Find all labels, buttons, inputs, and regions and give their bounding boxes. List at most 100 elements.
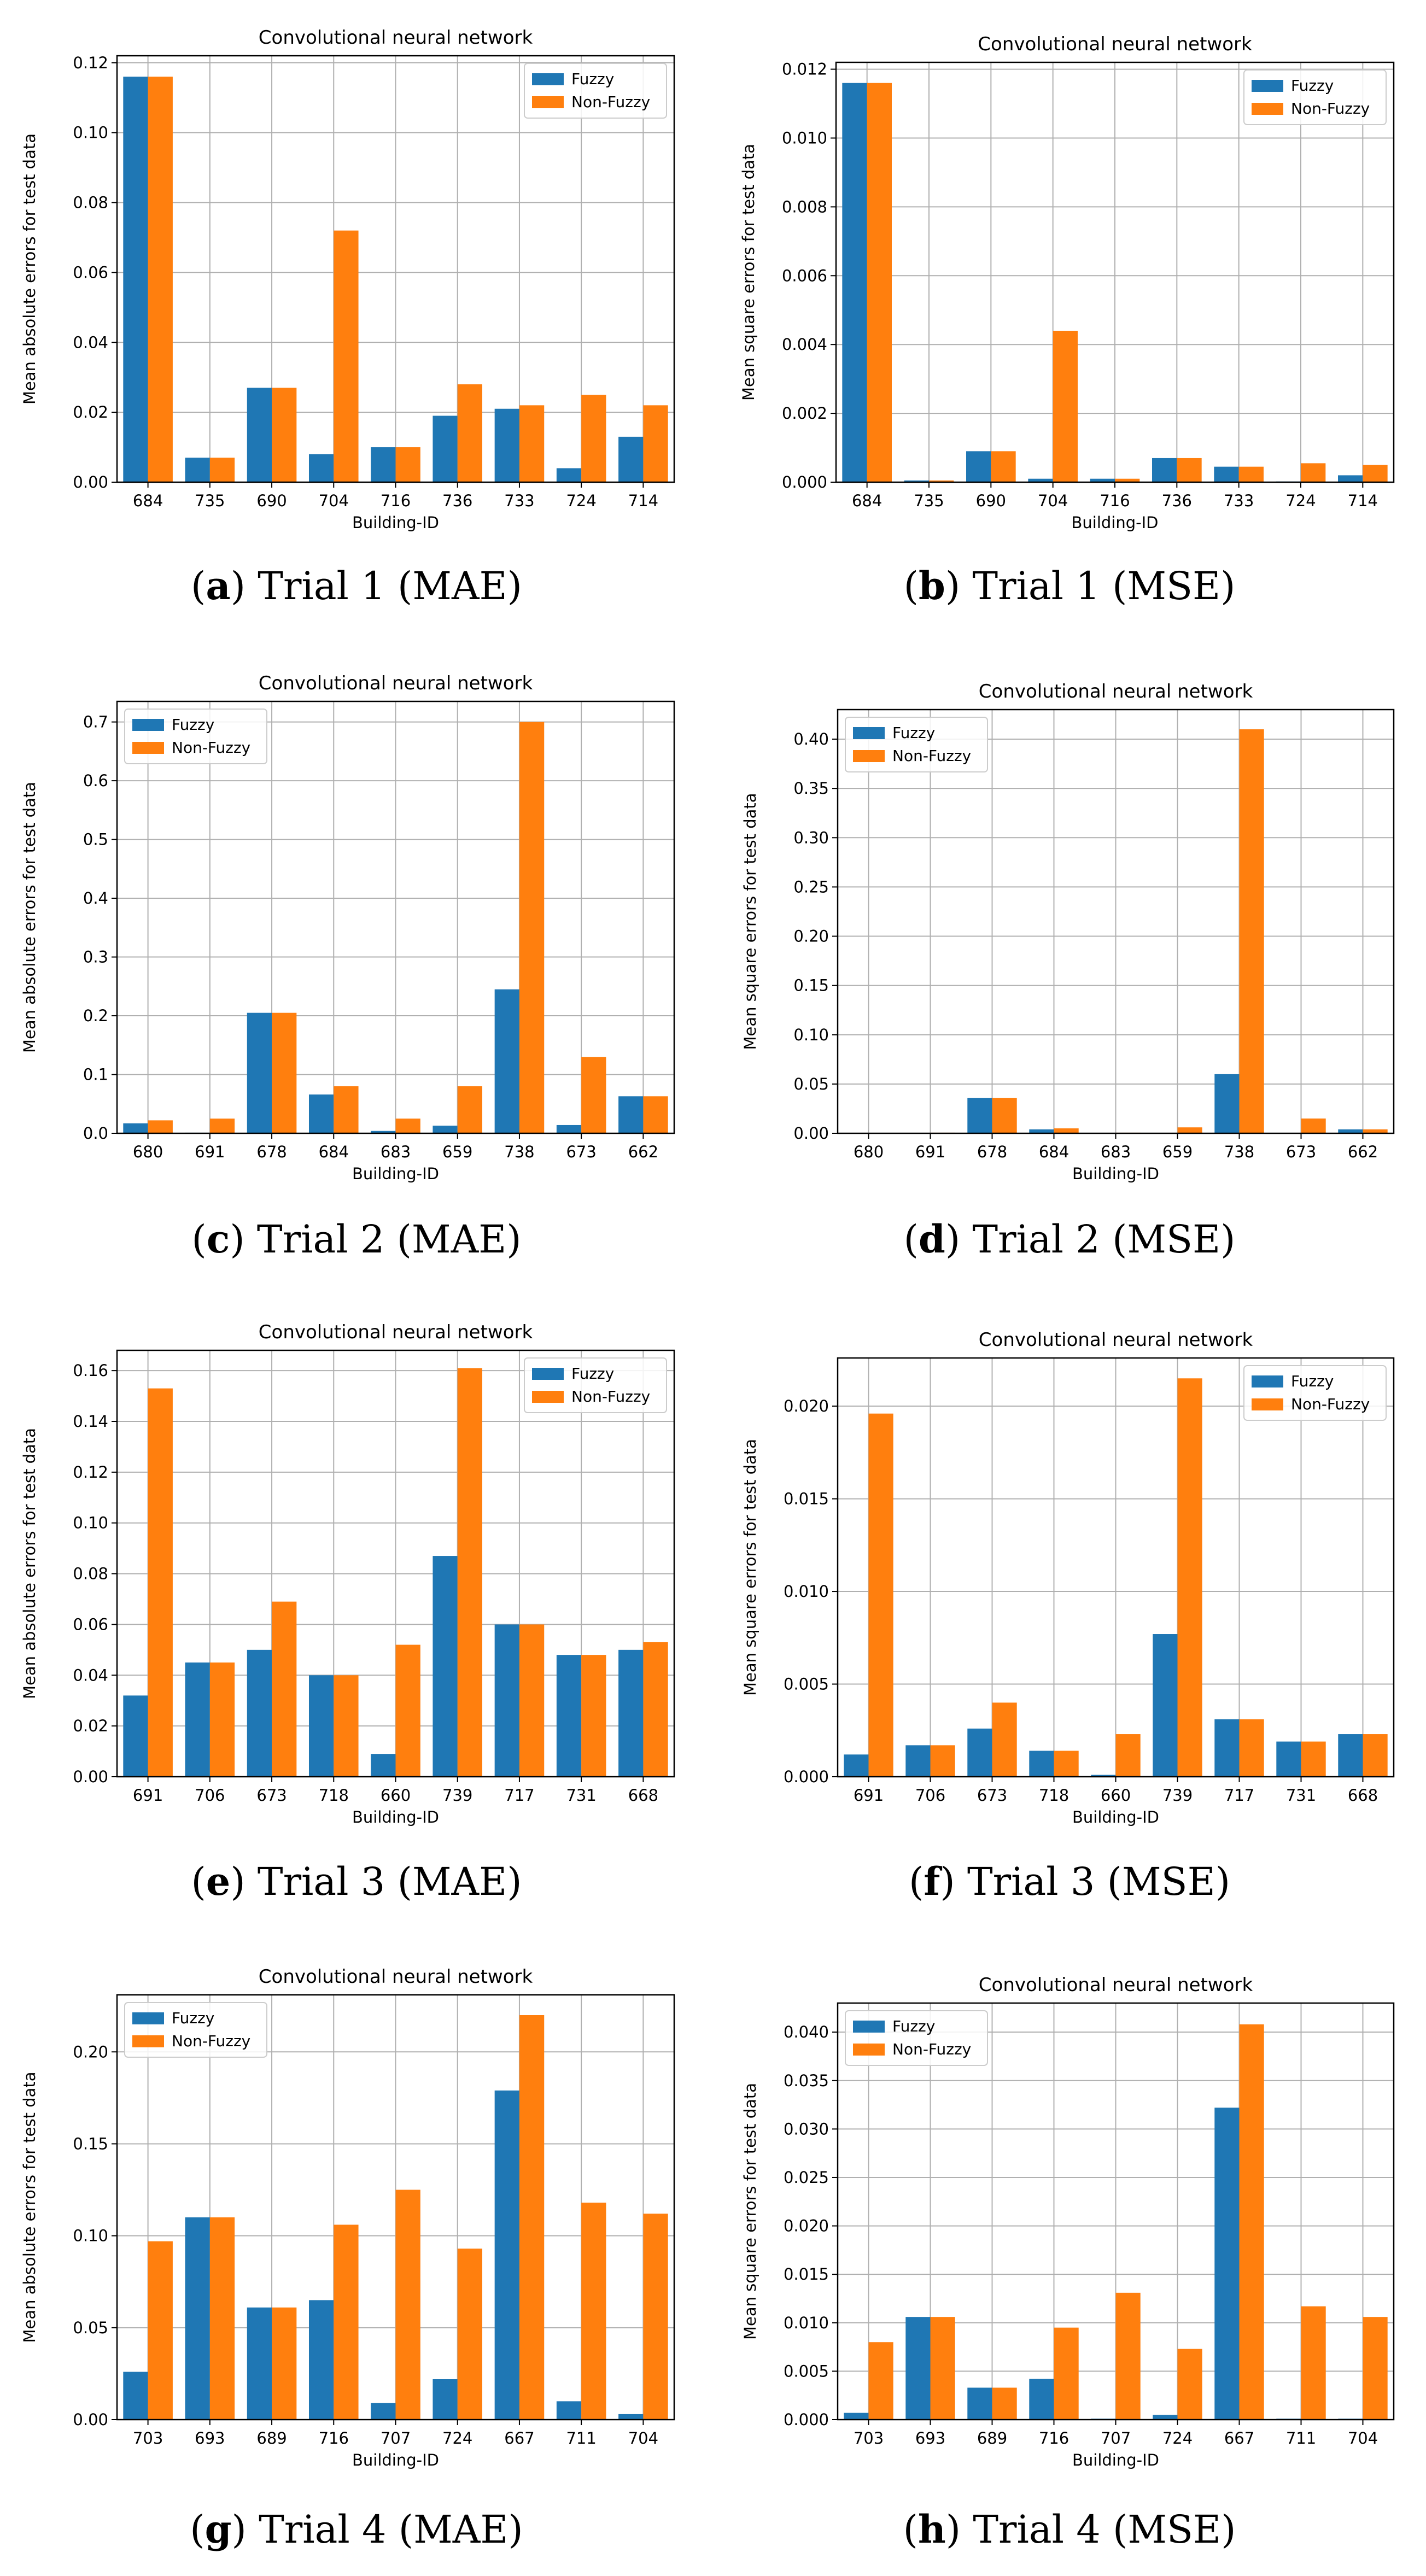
bar-nonfuzzy-693 <box>209 2217 235 2420</box>
bar-nonfuzzy-693 <box>930 2317 955 2420</box>
bar-nonfuzzy-733 <box>1238 466 1264 482</box>
caption-c: (c) Trial 2 (MAE) <box>191 1216 522 1262</box>
y-tick-label: 0.06 <box>73 1615 108 1634</box>
chart-title: Convolutional neural network <box>979 681 1253 702</box>
chart-b-trial1-mse: Convolutional neural network 684 735 690 704… <box>739 33 1395 532</box>
bar-nonfuzzy-707 <box>1115 2292 1141 2420</box>
bar-nonfuzzy-717 <box>519 1624 545 1777</box>
bar-nonfuzzy-724 <box>1177 2349 1202 2420</box>
x-tick-label: 659 <box>442 1143 472 1161</box>
bar-nonfuzzy-733 <box>519 405 545 482</box>
y-tick-label: 0.30 <box>793 828 829 847</box>
bar-fuzzy-718 <box>308 1675 334 1777</box>
bar-nonfuzzy-673 <box>581 1057 606 1133</box>
legend-swatch-fuzzy <box>532 73 564 85</box>
x-tick-label: 731 <box>566 1786 596 1805</box>
bar-nonfuzzy-680 <box>148 1120 173 1133</box>
x-tick-label: 691 <box>854 1786 884 1805</box>
x-tick-label: 673 <box>1286 1143 1316 1161</box>
chart-g-trial4-mae: Convolutional neural network 703 693 689 716… <box>20 1966 675 2469</box>
bar-nonfuzzy-731 <box>1301 1741 1326 1777</box>
y-tick-label: 0.3 <box>83 948 108 967</box>
bar-nonfuzzy-659 <box>457 1086 483 1133</box>
y-tick-label: 0.10 <box>73 1514 108 1532</box>
bar-nonfuzzy-711 <box>1301 2306 1326 2420</box>
y-tick-label: 0.35 <box>793 779 829 798</box>
x-tick-label: 707 <box>1101 2429 1131 2448</box>
y-tick-label: 0.015 <box>784 1490 829 1508</box>
x-tick-label: 690 <box>256 491 287 510</box>
legend-label-fuzzy: Fuzzy <box>1291 77 1334 95</box>
bar-nonfuzzy-703 <box>148 2241 173 2420</box>
bar-fuzzy-704 <box>618 2414 644 2420</box>
x-tick-label: 714 <box>1348 491 1378 510</box>
chart-d-trial2-mse: Convolutional neural network 680 691 678 684… <box>741 681 1395 1183</box>
bar-fuzzy-731 <box>1276 1741 1301 1777</box>
chart-e-trial3-mae: Convolutional neural network 691 706 673 718… <box>20 1321 675 1826</box>
x-tick-label: 716 <box>319 2429 349 2448</box>
legend-swatch-nonfuzzy <box>532 1391 564 1403</box>
bar-fuzzy-689 <box>967 2387 992 2420</box>
y-tick-label: 0.005 <box>784 1675 829 1694</box>
legend-label-nonfuzzy: Non-Fuzzy <box>892 2040 971 2058</box>
x-tick-label: 733 <box>504 491 534 510</box>
y-tick-label: 0.015 <box>784 2265 829 2284</box>
bar-nonfuzzy-724 <box>1301 463 1326 482</box>
bar-fuzzy-690 <box>966 451 991 482</box>
x-tick-label: 678 <box>256 1143 287 1161</box>
x-tick-label: 683 <box>381 1143 411 1161</box>
x-axis-label: Building-ID <box>352 1808 439 1826</box>
y-tick-label: 0.10 <box>73 124 108 142</box>
y-tick-label: 0.035 <box>784 2071 829 2090</box>
bar-fuzzy-683 <box>371 1131 396 1133</box>
chart-title: Convolutional neural network <box>979 1329 1253 1351</box>
legend-label-nonfuzzy: Non-Fuzzy <box>571 93 650 111</box>
x-axis-label: Building-ID <box>352 2451 439 2469</box>
bar-nonfuzzy-678 <box>992 1098 1017 1133</box>
bar-nonfuzzy-704 <box>1053 331 1078 482</box>
chart-h-trial4-mse: Convolutional neural network 703 693 689 716… <box>741 1974 1395 2469</box>
y-axis-label: Mean absolute errors for test data <box>20 1428 39 1699</box>
x-tick-label: 684 <box>319 1143 349 1161</box>
legend-swatch-nonfuzzy <box>853 750 885 762</box>
chart-title: Convolutional neural network <box>979 1974 1253 1996</box>
bar-nonfuzzy-673 <box>1301 1118 1326 1133</box>
bar-nonfuzzy-739 <box>457 1368 483 1777</box>
bar-nonfuzzy-689 <box>992 2387 1017 2420</box>
x-tick-label: 714 <box>628 491 658 510</box>
caption-h: (h) Trial 4 (MSE) <box>903 2507 1236 2552</box>
legend-swatch-nonfuzzy <box>132 742 164 754</box>
x-tick-label: 680 <box>133 1143 163 1161</box>
y-axis-label: Mean absolute errors for test data <box>20 2072 39 2343</box>
legend: Fuzzy Non-Fuzzy <box>1243 69 1387 125</box>
bar-fuzzy-706 <box>905 1745 931 1777</box>
legend-swatch-fuzzy <box>1252 1375 1283 1387</box>
bar-fuzzy-716 <box>308 2300 334 2420</box>
x-tick-label: 718 <box>319 1786 349 1805</box>
y-tick-label: 0.02 <box>73 403 108 421</box>
x-tick-label: 667 <box>1224 2429 1254 2448</box>
bar-nonfuzzy-724 <box>457 2249 483 2420</box>
legend-swatch-nonfuzzy <box>1252 1398 1283 1410</box>
x-tick-label: 684 <box>1039 1143 1069 1161</box>
y-tick-label: 0.010 <box>782 128 827 147</box>
bar-fuzzy-668 <box>1338 1734 1363 1777</box>
y-tick-label: 0.06 <box>73 263 108 282</box>
bar-fuzzy-703 <box>123 2372 148 2420</box>
legend-label-nonfuzzy: Non-Fuzzy <box>571 1387 650 1406</box>
caption-e: (e) Trial 3 (MAE) <box>191 1859 522 1904</box>
legend: Fuzzy Non-Fuzzy <box>124 709 267 764</box>
bar-fuzzy-739 <box>433 1556 458 1777</box>
x-tick-label: 660 <box>381 1786 411 1805</box>
y-tick-label: 0.005 <box>784 2362 829 2380</box>
bar-nonfuzzy-716 <box>1115 478 1140 482</box>
x-axis-label: Building-ID <box>1072 1808 1159 1826</box>
y-tick-label: 0.00 <box>73 1767 108 1786</box>
bar-nonfuzzy-691 <box>148 1388 173 1777</box>
x-tick-label: 717 <box>504 1786 534 1805</box>
x-tick-label: 735 <box>195 491 225 510</box>
x-tick-label: 703 <box>854 2429 884 2448</box>
bar-nonfuzzy-667 <box>519 2015 545 2420</box>
bar-fuzzy-678 <box>247 1012 272 1133</box>
bar-nonfuzzy-684 <box>148 77 173 482</box>
